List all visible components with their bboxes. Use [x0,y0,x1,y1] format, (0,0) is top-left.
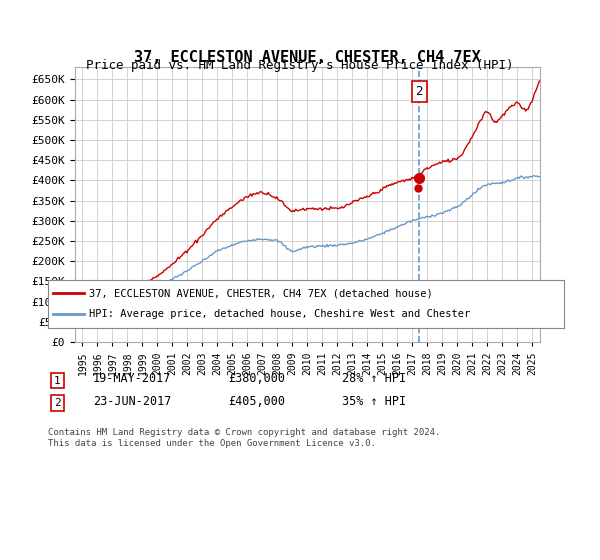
Text: 2: 2 [54,398,61,408]
Text: 23-JUN-2017: 23-JUN-2017 [93,395,172,408]
Title: 37, ECCLESTON AVENUE, CHESTER, CH4 7EX: 37, ECCLESTON AVENUE, CHESTER, CH4 7EX [134,50,481,64]
Text: 35% ↑ HPI: 35% ↑ HPI [342,395,406,408]
Text: 19-MAY-2017: 19-MAY-2017 [93,372,172,385]
Text: 37, ECCLESTON AVENUE, CHESTER, CH4 7EX (detached house): 37, ECCLESTON AVENUE, CHESTER, CH4 7EX (… [89,288,433,298]
Text: HPI: Average price, detached house, Cheshire West and Chester: HPI: Average price, detached house, Ches… [89,309,470,319]
Text: Contains HM Land Registry data © Crown copyright and database right 2024.
This d: Contains HM Land Registry data © Crown c… [48,428,440,448]
Text: £380,000: £380,000 [228,372,285,385]
Text: 28% ↑ HPI: 28% ↑ HPI [342,372,406,385]
Text: Price paid vs. HM Land Registry's House Price Index (HPI): Price paid vs. HM Land Registry's House … [86,59,514,72]
Text: 1: 1 [54,376,61,386]
Text: 2: 2 [416,85,423,98]
Text: £405,000: £405,000 [228,395,285,408]
